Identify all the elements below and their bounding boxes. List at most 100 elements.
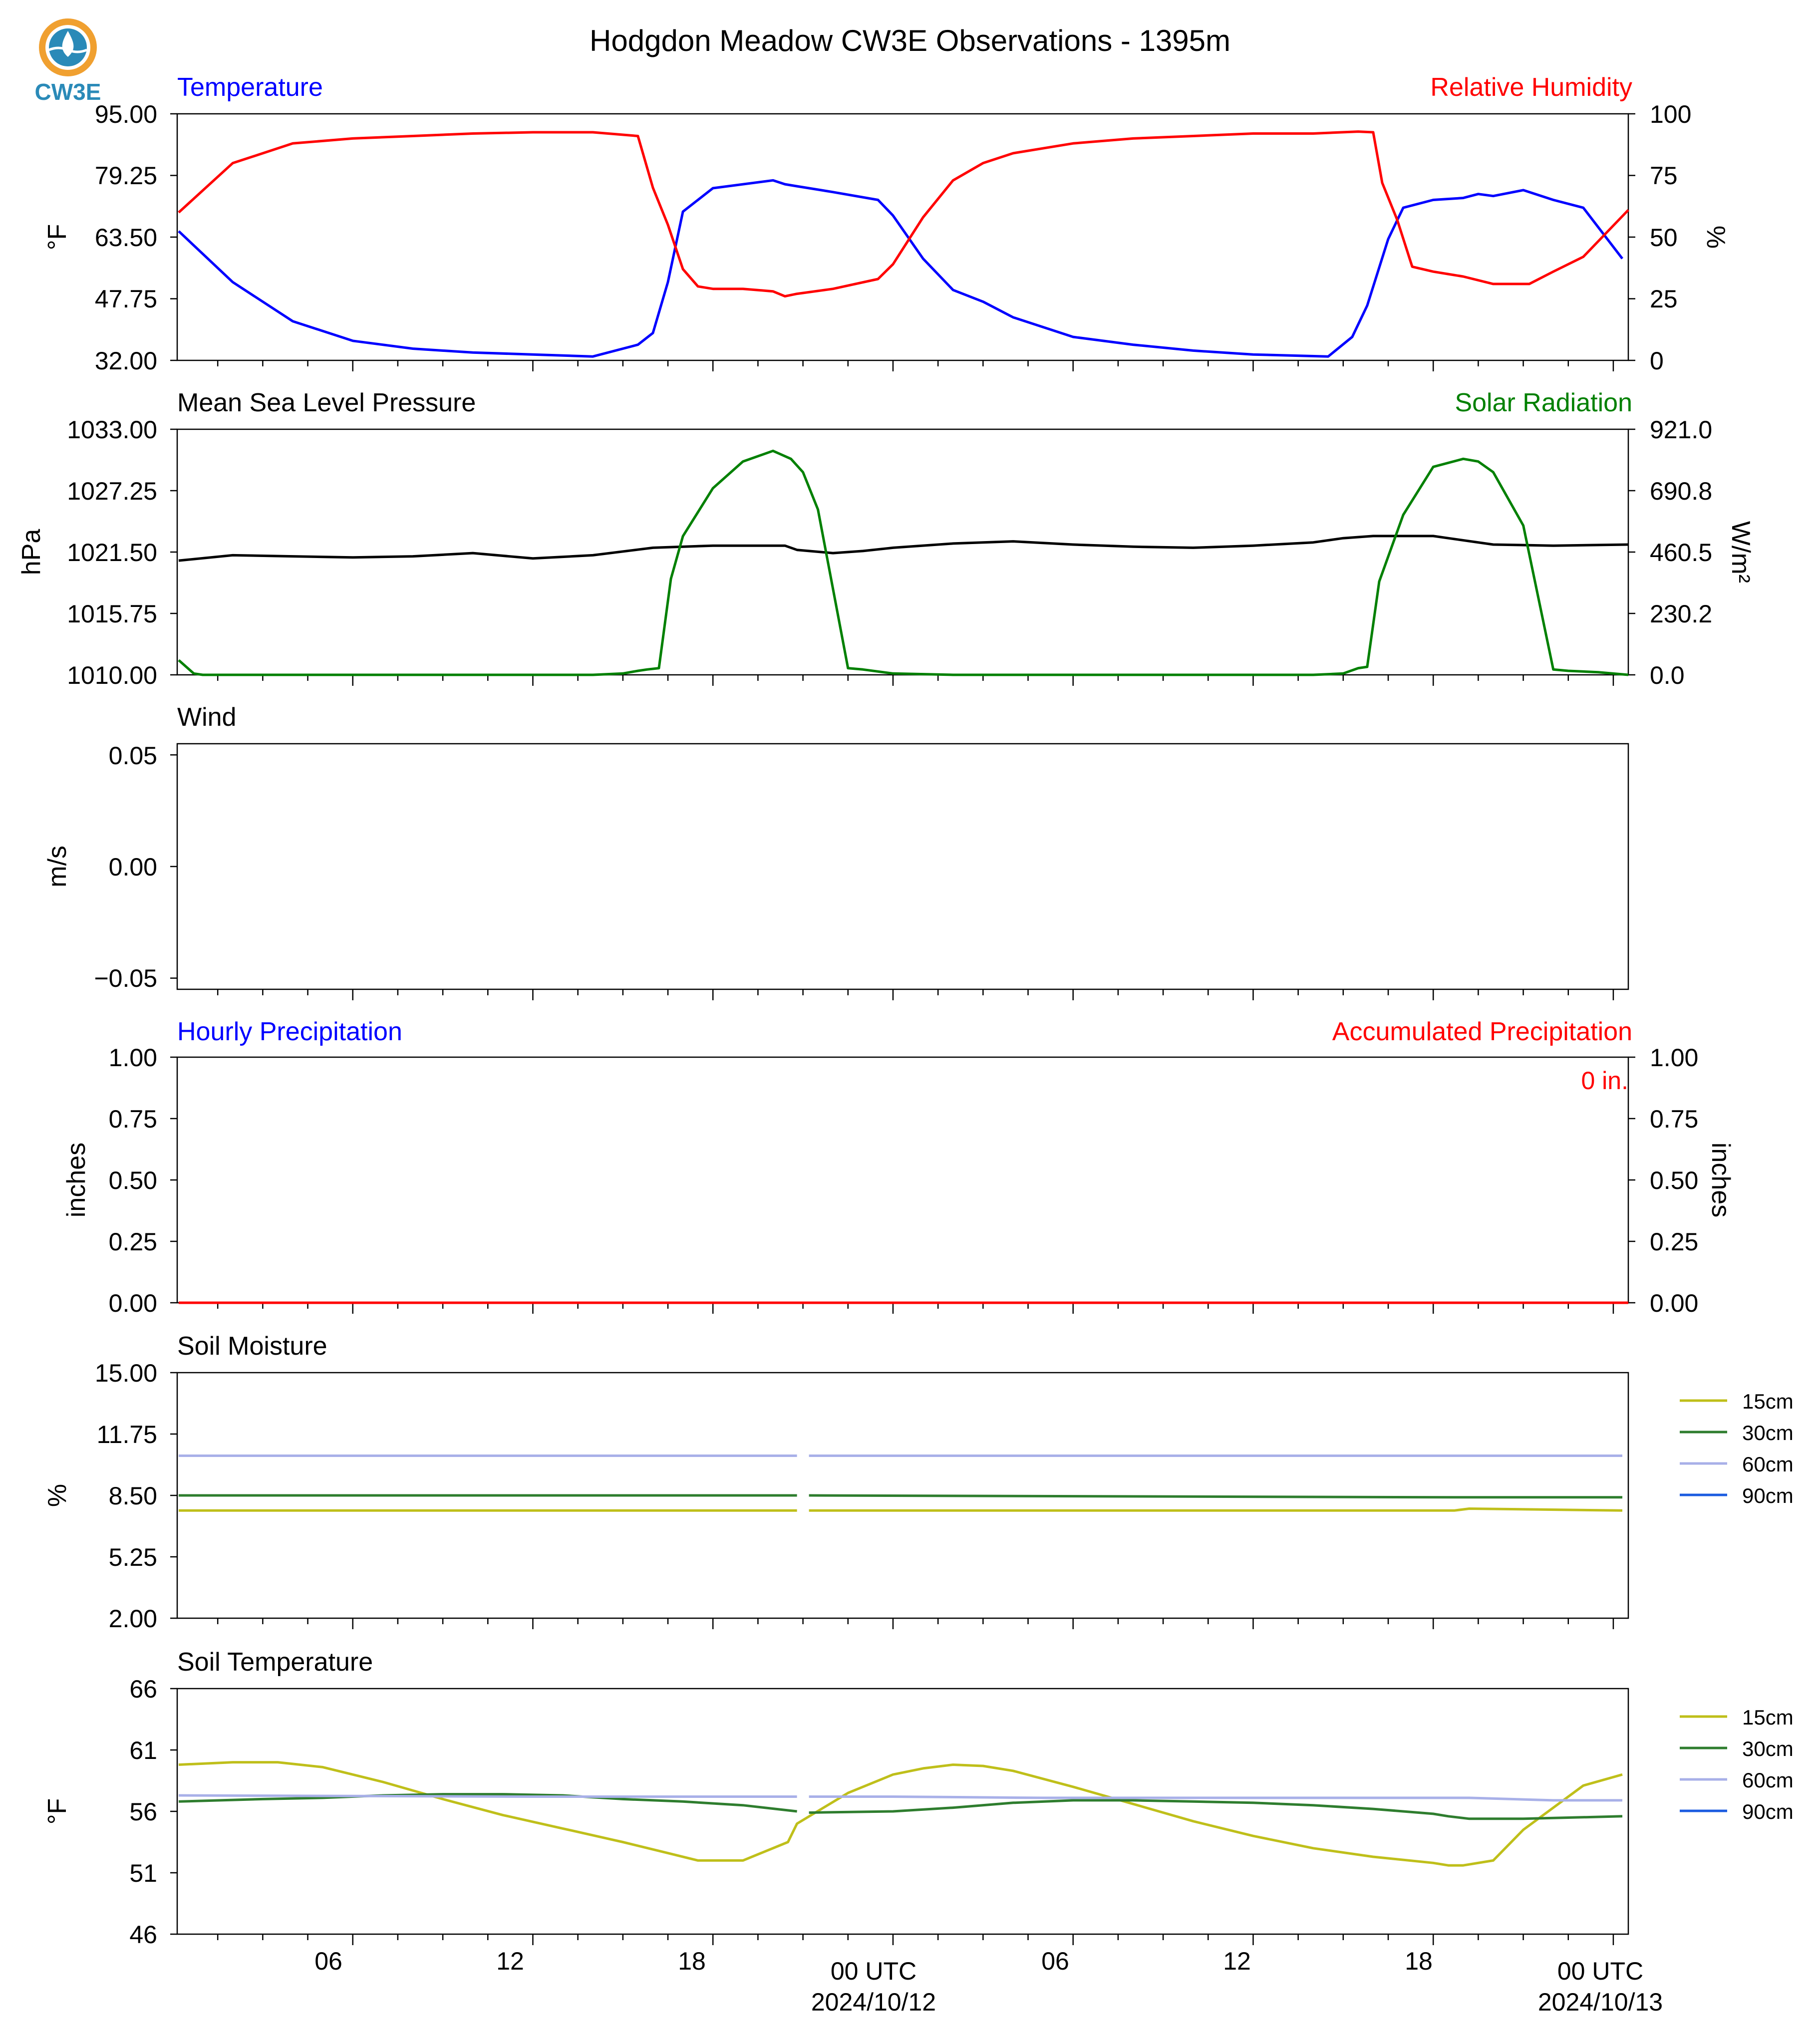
solar-tick-labels: 0.0 230.2 460.5 690.8 921.0 (1650, 416, 1712, 689)
hourly-precip-title: Hourly Precipitation (177, 1017, 402, 1046)
cw3e-logo: CW3E (35, 18, 101, 105)
axes-frame (176, 113, 1629, 361)
temperature-tick: 79.25 (95, 162, 157, 190)
series-line-relative-humidity (178, 130, 1629, 298)
solar-tick: 921.0 (1650, 416, 1712, 444)
x-tick-label: 06 (1041, 1947, 1069, 1975)
precip-tick: 0.00 (109, 1289, 157, 1317)
temperature-tick: 47.75 (95, 285, 157, 313)
panel-temp-rh: Temperature Relative Humidity °F % 32.00… (43, 73, 1730, 375)
accum-precip-tick: 0.75 (1650, 1105, 1698, 1133)
plot-area-wind (170, 743, 1629, 1000)
legend-label-30cm: 30cm (1742, 1421, 1794, 1445)
series-line-15cm (178, 1761, 1623, 1867)
x-tick-label: 18 (678, 1947, 706, 1975)
soil-moisture-title: Soil Moisture (177, 1332, 327, 1361)
soil-moisture-tick-labels: 2.00 5.25 8.50 11.75 15.00 (95, 1359, 157, 1633)
wind-ylabel: m/s (43, 846, 72, 887)
pressure-title: Mean Sea Level Pressure (177, 388, 476, 417)
soil-temperature-tick-labels: 46 51 56 61 66 (129, 1675, 157, 1949)
temperature-tick: 63.50 (95, 224, 157, 252)
solar-tick: 460.5 (1650, 539, 1712, 567)
soil-temperature-title: Soil Temperature (177, 1648, 373, 1677)
soil-temperature-legend: 15cm 30cm 60cm 90cm (1680, 1706, 1794, 1823)
soil-moisture-tick: 8.50 (109, 1482, 157, 1510)
accum-precip-tick: 0.25 (1650, 1228, 1698, 1256)
temperature-title: Temperature (177, 73, 323, 102)
soil-temperature-ylabel: °F (43, 1798, 72, 1825)
legend-label-30cm: 30cm (1742, 1737, 1794, 1760)
plot-area-temp (170, 113, 1635, 371)
legend-label-60cm: 60cm (1742, 1768, 1794, 1792)
legend-label-60cm: 60cm (1742, 1452, 1794, 1476)
pressure-tick: 1021.50 (67, 539, 157, 567)
accum-precip-title: Accumulated Precipitation (1332, 1017, 1632, 1046)
series-line-solar-radiation (178, 449, 1629, 676)
soil-temperature-tick: 51 (129, 1859, 157, 1887)
pressure-tick-labels: 1010.00 1015.75 1021.50 1027.25 1033.00 (67, 416, 157, 689)
panel-pressure-solar: Mean Sea Level Pressure Solar Radiation … (17, 388, 1755, 689)
hourly-precip-tick-labels: 0.00 0.25 0.50 0.75 1.00 (109, 1044, 157, 1317)
legend-label-90cm: 90cm (1742, 1800, 1794, 1823)
x-axis-tick-labels: 06 12 18 00 UTC 06 12 18 00 UTC 2024/10/… (314, 1947, 1663, 2016)
legend-label-15cm: 15cm (1742, 1706, 1794, 1729)
accum-precip-ylabel: inches (1706, 1143, 1735, 1217)
precip-tick: 0.75 (109, 1105, 157, 1133)
humidity-tick-labels: 0 25 50 75 100 (1650, 100, 1691, 375)
panel-soil-moisture: Soil Moisture % 2.00 5.25 8.50 11.75 15.… (43, 1332, 1794, 1633)
accum-precip-tick: 0.00 (1650, 1289, 1698, 1317)
axes-frame (176, 743, 1629, 990)
plot-area-moist (170, 1372, 1629, 1629)
precip-total-label: 0 in. (1581, 1067, 1628, 1095)
humidity-tick: 50 (1650, 224, 1678, 252)
figure-title: Hodgdon Meadow CW3E Observations - 1395m (590, 24, 1230, 57)
series-line-30cm (178, 1793, 797, 1813)
humidity-tick: 25 (1650, 285, 1678, 313)
wind-tick: 0.00 (109, 853, 157, 881)
accum-precip-tick: 1.00 (1650, 1044, 1698, 1072)
x-date-label: 2024/10/13 (1538, 1988, 1663, 2016)
wind-tick: −0.05 (94, 964, 157, 992)
plot-area-press (170, 428, 1635, 686)
axes-frame (176, 428, 1629, 676)
temperature-tick: 32.00 (95, 347, 157, 375)
soil-temperature-tick: 46 (129, 1921, 157, 1949)
axes-frame (176, 1056, 1629, 1304)
hourly-precip-ylabel: inches (62, 1143, 91, 1217)
series-line-15cm (809, 1507, 1623, 1512)
soil-moisture-tick: 2.00 (109, 1605, 157, 1633)
pressure-tick: 1015.75 (67, 600, 157, 628)
solar-tick: 0.0 (1650, 661, 1685, 689)
pressure-ylabel: hPa (17, 529, 46, 576)
humidity-tick: 75 (1650, 162, 1678, 190)
x-tick-label: 00 UTC (831, 1957, 916, 1985)
precip-tick: 1.00 (109, 1044, 157, 1072)
soil-moisture-tick: 5.25 (109, 1543, 157, 1571)
soil-temperature-tick: 61 (129, 1737, 157, 1764)
temperature-ylabel: °F (43, 224, 72, 251)
precip-tick: 0.50 (109, 1166, 157, 1194)
humidity-ylabel: % (1701, 226, 1730, 249)
legend-label-15cm: 15cm (1742, 1390, 1794, 1413)
logo-text: CW3E (35, 79, 101, 105)
panel-soil-temperature: Soil Temperature °F 46 51 56 61 66 15cm … (43, 1648, 1794, 1949)
soil-moisture-tick: 11.75 (97, 1421, 157, 1449)
wind-tick: 0.05 (109, 742, 157, 770)
temperature-tick-labels: 32.00 47.75 63.50 79.25 95.00 (95, 100, 157, 375)
solar-title: Solar Radiation (1455, 388, 1632, 417)
precip-tick: 0.25 (109, 1228, 157, 1256)
series-line-temperature (178, 179, 1623, 358)
series-line-mean-sea-level-pressure (178, 535, 1629, 562)
panel-wind: Wind m/s −0.05 0.00 0.05 (43, 703, 236, 992)
panel-precip: Hourly Precipitation Accumulated Precipi… (62, 1017, 1735, 1317)
soil-temperature-tick: 66 (129, 1675, 157, 1703)
solar-ylabel: W/m² (1726, 521, 1755, 583)
plot-layer (170, 113, 1635, 1945)
soil-moisture-tick: 15.00 (95, 1359, 157, 1387)
x-tick-label: 06 (314, 1947, 342, 1975)
humidity-title: Relative Humidity (1430, 73, 1632, 102)
soil-temperature-tick: 56 (129, 1798, 157, 1826)
pressure-tick: 1033.00 (67, 416, 157, 444)
wind-title: Wind (177, 703, 236, 732)
